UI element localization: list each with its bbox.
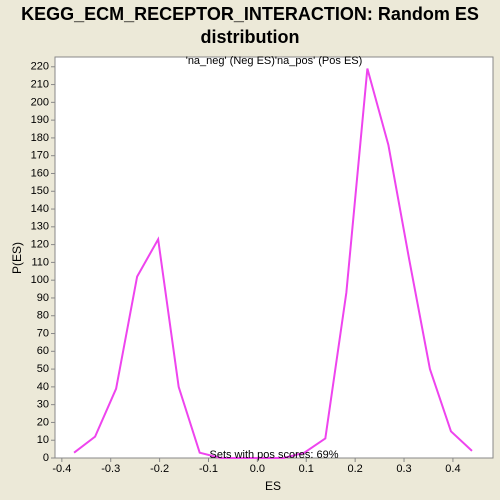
- y-tick-label: 100: [31, 274, 49, 286]
- y-tick-label: 120: [31, 239, 49, 251]
- annotation: Sets with pos scores: 69%: [209, 449, 338, 461]
- x-axis-label: ES: [265, 479, 281, 493]
- y-tick-label: 160: [31, 167, 49, 179]
- y-tick-label: 130: [31, 221, 49, 233]
- x-tick-label: -0.1: [199, 463, 218, 475]
- x-tick-label: 0.0: [250, 463, 265, 475]
- y-tick-label: 140: [31, 203, 49, 215]
- plot-area: [54, 56, 494, 459]
- y-tick-label: 30: [37, 399, 49, 411]
- y-tick-label: 90: [37, 292, 49, 304]
- x-tick-label: 0.4: [445, 463, 460, 475]
- x-tick-label: -0.4: [52, 463, 71, 475]
- y-tick-label: 50: [37, 363, 49, 375]
- y-tick-label: 170: [31, 150, 49, 162]
- data-line: [73, 68, 473, 459]
- y-axis-label: P(ES): [10, 242, 24, 274]
- legend-entry: 'na_pos' (Pos ES): [275, 55, 362, 67]
- y-tick-label: 220: [31, 61, 49, 73]
- y-tick-label: 190: [31, 114, 49, 126]
- x-tick-label: -0.2: [150, 463, 169, 475]
- y-tick-label: 70: [37, 327, 49, 339]
- y-tick-label: 10: [37, 434, 49, 446]
- x-tick-label: -0.3: [101, 463, 120, 475]
- x-tick-label: 0.3: [396, 463, 411, 475]
- y-tick-label: 0: [43, 452, 49, 464]
- y-tick-label: 200: [31, 96, 49, 108]
- y-tick-label: 80: [37, 310, 49, 322]
- y-tick-label: 150: [31, 185, 49, 197]
- legend-entry: 'na_neg' (Neg ES): [186, 55, 275, 67]
- y-tick-label: 20: [37, 416, 49, 428]
- y-tick-label: 110: [31, 256, 49, 268]
- y-tick-label: 180: [31, 132, 49, 144]
- y-tick-label: 60: [37, 345, 49, 357]
- x-tick-label: 0.1: [299, 463, 314, 475]
- chart-title: KEGG_ECM_RECEPTOR_INTERACTION: Random ES…: [21, 4, 479, 47]
- x-tick-label: 0.2: [347, 463, 362, 475]
- y-tick-label: 40: [37, 381, 49, 393]
- y-tick-label: 210: [31, 78, 49, 90]
